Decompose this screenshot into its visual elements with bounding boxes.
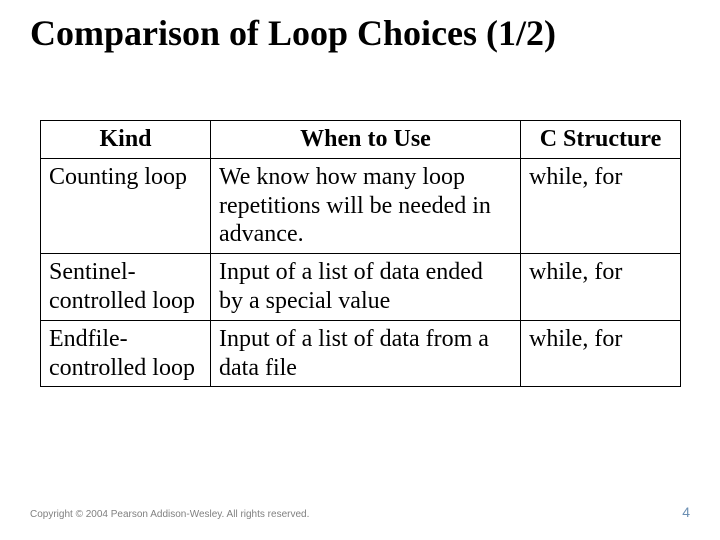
cell-when: Input of a list of data from a data file — [211, 320, 521, 387]
col-header-kind: Kind — [41, 121, 211, 159]
cell-kind: Sentinel-controlled loop — [41, 254, 211, 321]
table-row: Sentinel-controlled loop Input of a list… — [41, 254, 681, 321]
col-header-when: When to Use — [211, 121, 521, 159]
table-header-row: Kind When to Use C Structure — [41, 121, 681, 159]
comparison-table: Kind When to Use C Structure Counting lo… — [40, 120, 681, 387]
comparison-table-wrap: Kind When to Use C Structure Counting lo… — [40, 120, 680, 387]
cell-struct: while, for — [521, 158, 681, 253]
table-row: Counting loop We know how many loop repe… — [41, 158, 681, 253]
cell-when: Input of a list of data ended by a speci… — [211, 254, 521, 321]
slide-title: Comparison of Loop Choices (1/2) — [30, 12, 690, 54]
cell-struct: while, for — [521, 254, 681, 321]
cell-when: We know how many loop repetitions will b… — [211, 158, 521, 253]
copyright-text: Copyright © 2004 Pearson Addison-Wesley.… — [30, 509, 309, 520]
cell-kind: Counting loop — [41, 158, 211, 253]
page-number: 4 — [682, 504, 690, 520]
cell-kind: Endfile-controlled loop — [41, 320, 211, 387]
col-header-struct: C Structure — [521, 121, 681, 159]
cell-struct: while, for — [521, 320, 681, 387]
table-row: Endfile-controlled loop Input of a list … — [41, 320, 681, 387]
slide: Comparison of Loop Choices (1/2) Kind Wh… — [0, 0, 720, 540]
